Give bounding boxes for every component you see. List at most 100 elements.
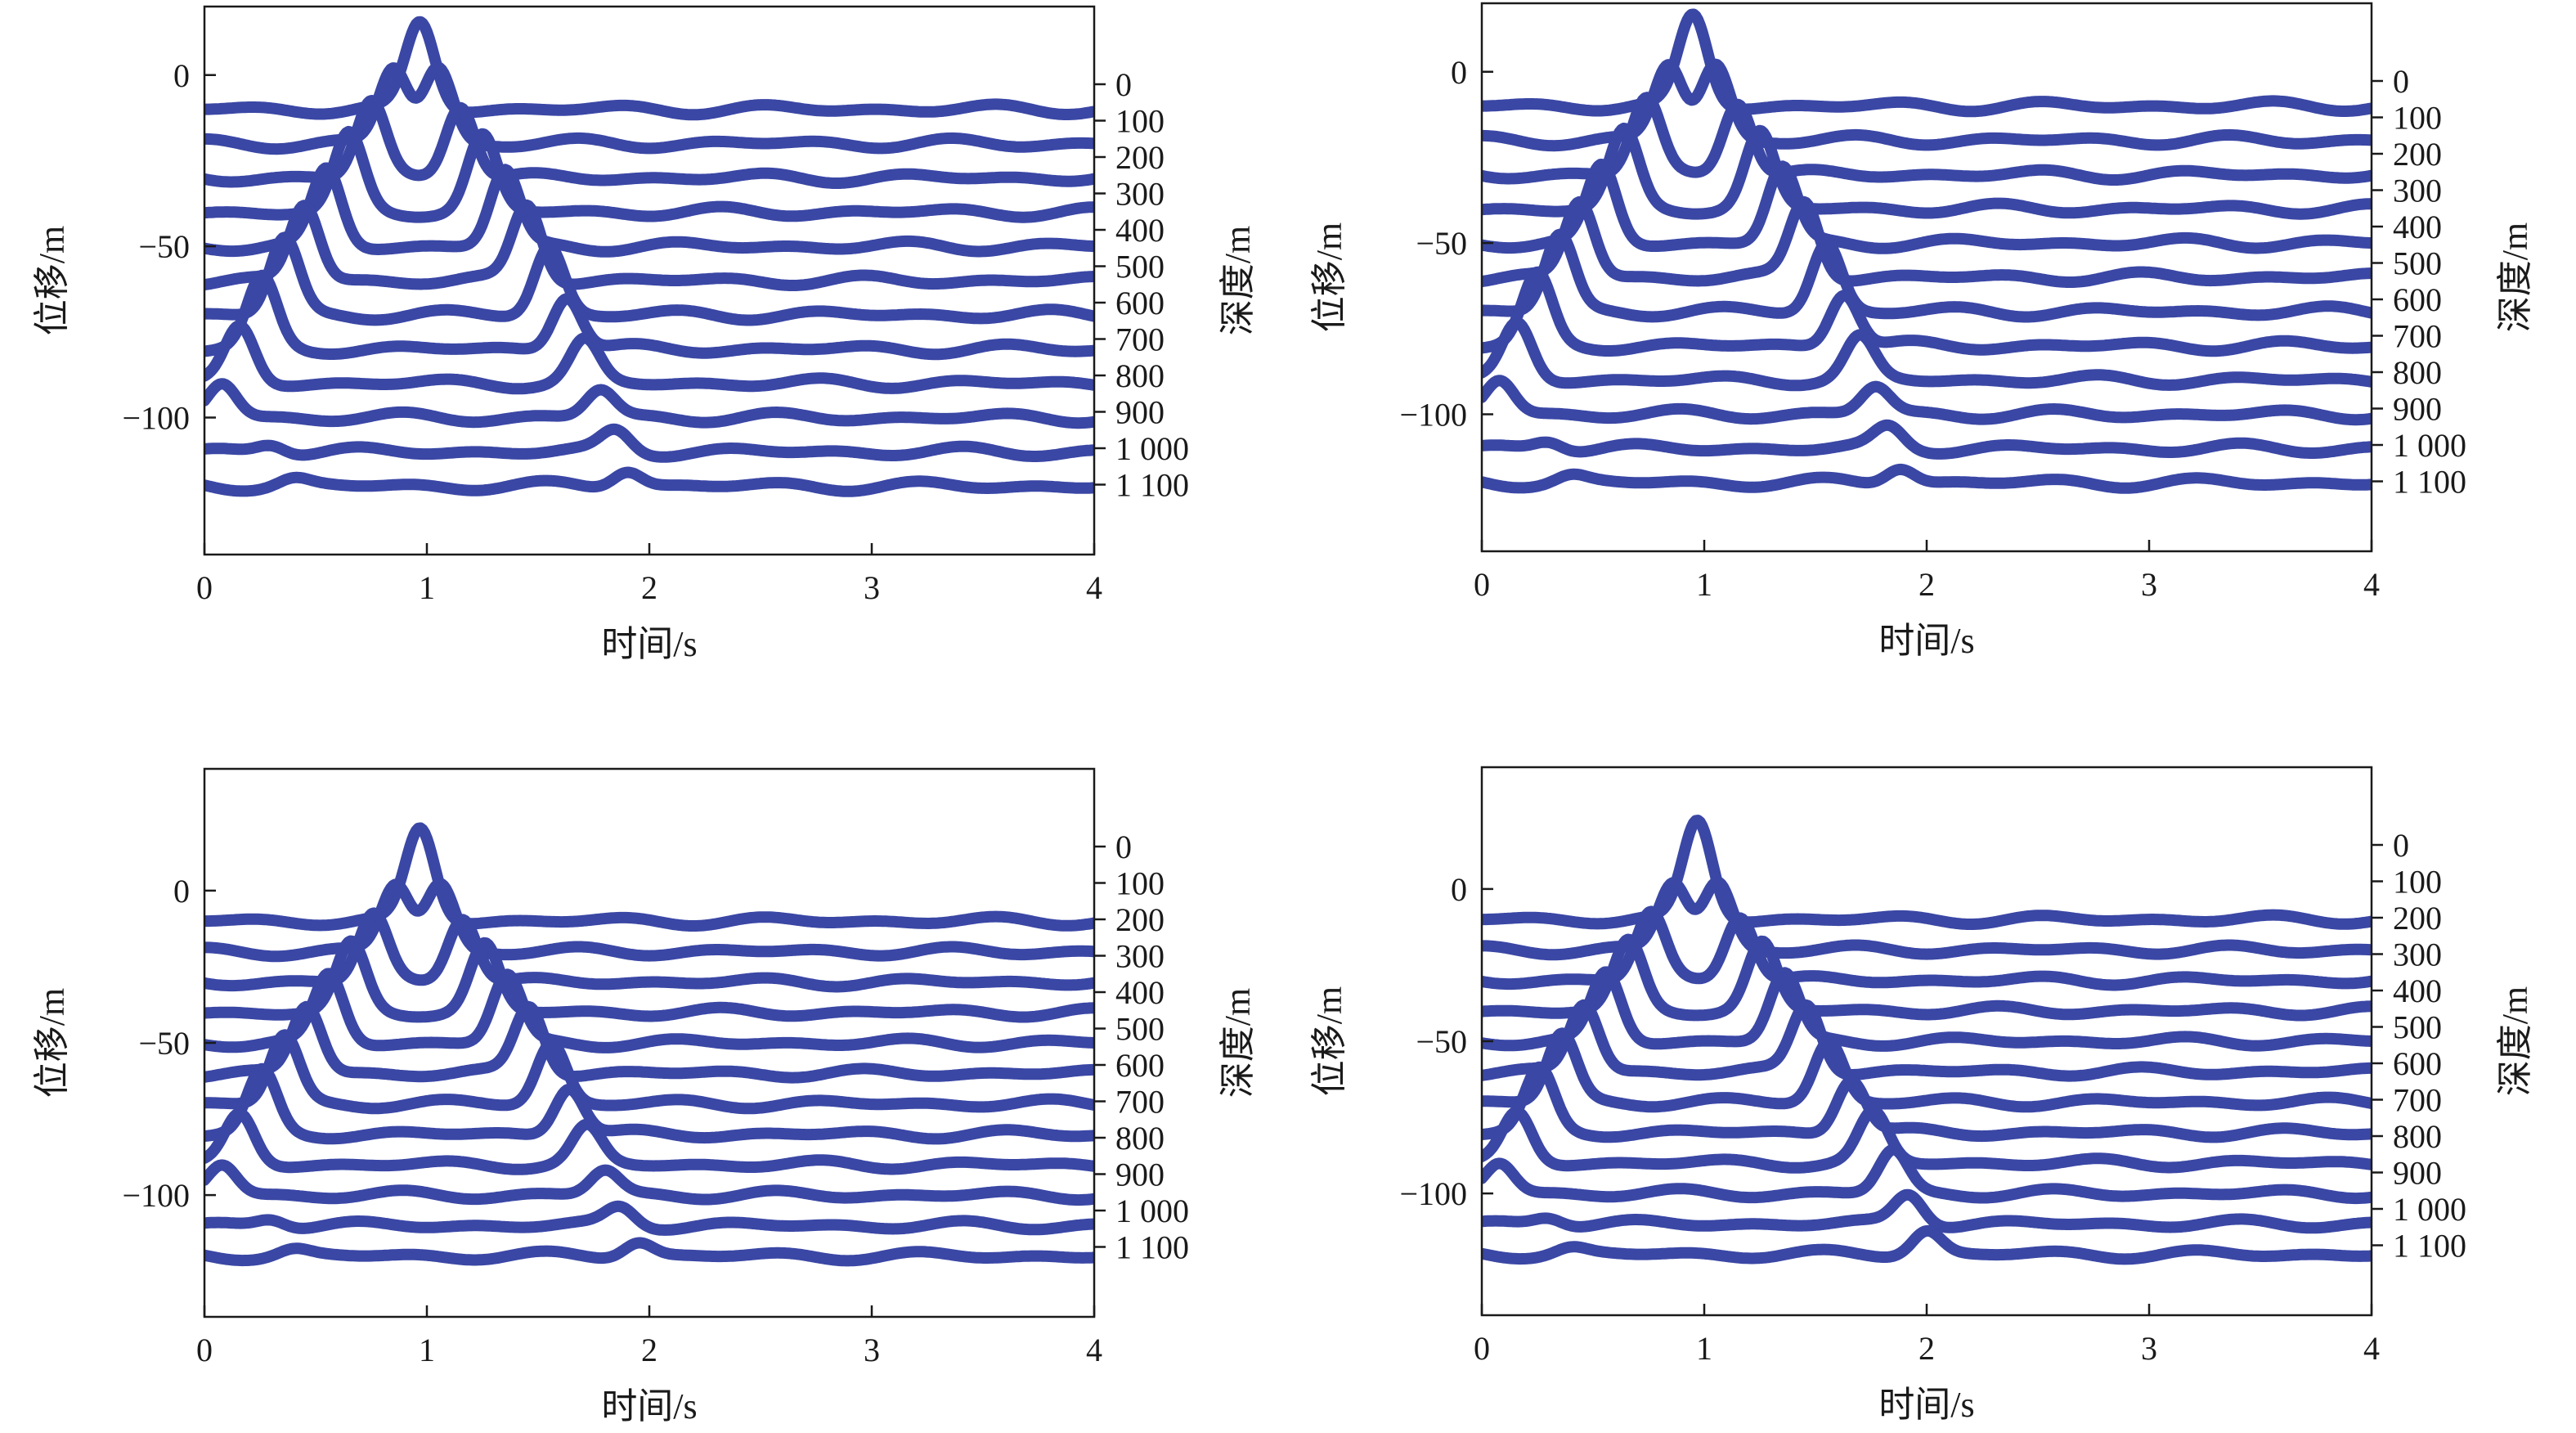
trace-depth-0	[204, 822, 1094, 932]
depth-label: 800	[1115, 1120, 1165, 1157]
trace-depth-400	[1482, 966, 2372, 1052]
y2-axis-label: 深度/m	[1218, 226, 1258, 335]
y-tick-label: 0	[1451, 54, 1467, 91]
y2-axis-label: 深度/m	[2495, 986, 2535, 1096]
depth-label: 400	[1115, 974, 1165, 1011]
depth-label: 200	[1115, 901, 1165, 938]
y-tick-label: 0	[173, 57, 190, 94]
y-tick-label: −50	[1416, 1023, 1467, 1060]
depth-label: 200	[2393, 136, 2442, 173]
x-axis-label: 时间/s	[601, 1386, 697, 1426]
trace-group	[204, 16, 1094, 497]
depth-label: 900	[1115, 394, 1165, 431]
depth-label: 0	[1115, 66, 1132, 103]
depth-label: 800	[2393, 354, 2442, 391]
trace-depth-500	[204, 199, 1094, 291]
trace-depth-500	[1482, 195, 2372, 288]
trace-depth-900	[204, 378, 1094, 429]
y-tick-label: −100	[1399, 1175, 1467, 1212]
trace-depth-1100	[204, 466, 1094, 497]
trace-depth-500	[1482, 999, 2372, 1082]
x-tick-label: 4	[1086, 1332, 1102, 1368]
x-tick-label: 3	[2141, 566, 2157, 603]
depth-label: 400	[1115, 212, 1165, 249]
trace-depth-300	[204, 125, 1094, 223]
depth-label: 1 100	[2393, 464, 2466, 501]
trace-depth-400	[1482, 159, 2372, 254]
depth-label: 600	[1115, 285, 1165, 321]
y-tick-label: −100	[1399, 397, 1467, 433]
depth-label: 700	[2393, 1082, 2442, 1119]
x-tick-label: 3	[864, 1332, 880, 1368]
depth-label: 500	[1115, 249, 1165, 285]
trace-depth-700	[204, 269, 1094, 361]
trace-depth-800	[204, 320, 1094, 395]
depth-label: 200	[1115, 139, 1165, 176]
chart-panel-2: 0 1 2 3 40−50−100010020030040050060070080090…	[1309, 2, 2535, 661]
trace-depth-900	[1482, 375, 2372, 426]
depth-label: 300	[1115, 938, 1165, 975]
y-tick-label: 0	[173, 873, 190, 910]
chart-panel-3: 0 1 2 3 40−50−100010020030040050060070080090…	[32, 767, 1258, 1426]
trace-depth-1000	[204, 1200, 1094, 1236]
depth-label: 800	[1115, 357, 1165, 394]
trace-depth-0	[1482, 815, 2372, 930]
y-axis-label: 位移/m	[32, 988, 72, 1098]
x-tick-label: 0	[196, 569, 213, 606]
trace-group	[204, 822, 1094, 1267]
chart-panel-4: 0 1 2 3 40−50−100010020030040050060070080090…	[1309, 766, 2535, 1425]
x-tick-label: 0	[196, 1332, 213, 1368]
trace-depth-600	[1482, 1027, 2372, 1113]
depth-label: 700	[1115, 1084, 1165, 1121]
depth-label: 100	[2393, 864, 2442, 901]
depth-label: 900	[2393, 1155, 2442, 1192]
trace-depth-300	[204, 935, 1094, 1023]
x-axis-label: 时间/s	[1878, 1385, 1974, 1425]
y-tick-label: −100	[122, 1177, 190, 1214]
depth-label: 1 000	[2393, 1191, 2466, 1228]
x-tick-label: 0	[1474, 566, 1490, 603]
depth-label: 0	[2393, 827, 2409, 864]
depth-label: 300	[1115, 176, 1165, 213]
depth-label: 0	[2393, 63, 2409, 100]
y2-axis-label: 深度/m	[1218, 988, 1258, 1098]
y-tick-label: −100	[122, 400, 190, 437]
trace-depth-1100	[204, 1237, 1094, 1267]
x-tick-label: 3	[2141, 1330, 2157, 1367]
y-axis-label: 位移/m	[32, 226, 72, 335]
depth-label: 700	[1115, 321, 1165, 358]
depth-label: 300	[2393, 937, 2442, 973]
depth-label: 900	[2393, 391, 2442, 428]
trace-depth-400	[204, 968, 1094, 1053]
depth-label: 500	[2393, 245, 2442, 282]
trace-depth-0	[1482, 8, 2372, 118]
trace-group	[1482, 8, 2372, 494]
x-axis-label: 时间/s	[601, 624, 697, 664]
depth-label: 800	[2393, 1118, 2442, 1155]
depth-label: 100	[2393, 100, 2442, 137]
x-tick-label: 2	[641, 569, 657, 606]
x-tick-label: 4	[2363, 566, 2380, 603]
y-axis-label: 位移/m	[1309, 986, 1349, 1096]
x-tick-label: 2	[641, 1332, 657, 1368]
depth-label: 400	[2393, 209, 2442, 245]
trace-depth-900	[1482, 1143, 2372, 1205]
trace-depth-700	[1482, 1061, 2372, 1143]
depth-label: 1 000	[1115, 430, 1189, 467]
x-tick-label: 0	[1474, 1330, 1490, 1367]
x-tick-label: 1	[1696, 1330, 1712, 1367]
depth-label: 1 000	[1115, 1193, 1189, 1229]
x-tick-label: 2	[1919, 1330, 1935, 1367]
trace-depth-500	[204, 1000, 1094, 1084]
depth-label: 600	[2393, 1045, 2442, 1082]
trace-depth-400	[204, 162, 1094, 258]
trace-depth-200	[1482, 905, 2372, 991]
depth-label: 900	[1115, 1157, 1165, 1193]
trace-depth-700	[204, 1062, 1094, 1145]
y-axis-label: 位移/m	[1309, 222, 1349, 332]
depth-label: 100	[1115, 865, 1165, 902]
depth-label: 1 100	[2393, 1228, 2466, 1265]
depth-label: 500	[2393, 1009, 2442, 1046]
x-tick-label: 1	[419, 1332, 435, 1368]
